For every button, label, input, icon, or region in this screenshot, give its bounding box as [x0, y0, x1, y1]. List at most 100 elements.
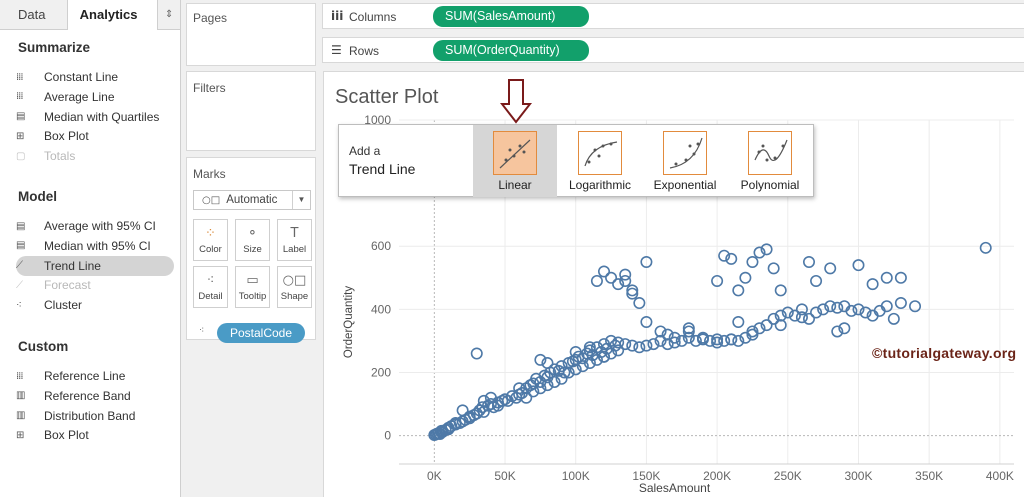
data-point: [675, 334, 688, 347]
data-point: [732, 334, 745, 347]
shape-icon: ○□: [282, 273, 307, 288]
analytics-item-constant-line[interactable]: ⁞⁞⁞ Constant Line: [16, 67, 174, 87]
pages-card-title: Pages: [193, 11, 228, 25]
data-point: [852, 303, 865, 316]
mark-color-button[interactable]: ⁘ Color: [193, 219, 228, 261]
analytics-item-cluster[interactable]: ⁖ Cluster: [16, 295, 174, 315]
x-tick-label: 250K: [774, 469, 802, 483]
mark-type-dropdown[interactable]: ○□ Automatic ▼: [193, 190, 311, 210]
section-title-model: Model: [18, 189, 57, 204]
totals-icon: ▢: [16, 150, 25, 162]
analytics-item-box-plot[interactable]: ⊞ Box Plot: [16, 126, 174, 146]
data-point: [640, 315, 653, 328]
mark-type-icon: ○□: [202, 194, 221, 206]
analytics-item-average-with-95-ci[interactable]: ▤ Average with 95% CI: [16, 216, 174, 236]
data-point: [534, 353, 547, 366]
trend-option-polynomial[interactable]: Polynomial: [728, 125, 812, 197]
data-point: [682, 322, 695, 335]
columns-shelf[interactable]: iii Columns SUM(SalesAmount): [322, 3, 1024, 29]
analytics-item-average-line[interactable]: ⁞⁞⁞ Average Line: [16, 87, 174, 107]
median-ci-icon: ▤: [16, 240, 25, 252]
filters-card[interactable]: Filters: [186, 71, 316, 151]
y-tick-label: 600: [371, 239, 391, 253]
data-point: [725, 333, 738, 346]
data-point: [619, 338, 632, 351]
data-point: [774, 309, 787, 322]
mark-tooltip-button[interactable]: ▭ Tooltip: [235, 266, 270, 308]
data-point: [760, 319, 773, 332]
data-point: [541, 357, 554, 370]
tab-scroll-arrows-icon[interactable]: ⇕: [157, 0, 180, 30]
rows-label: Rows: [349, 44, 380, 58]
data-point: [661, 328, 674, 341]
mark-label-button[interactable]: T Label: [277, 219, 312, 261]
data-point: [774, 319, 787, 332]
data-point: [788, 309, 801, 322]
mark-shape-button[interactable]: ○□ Shape: [277, 266, 312, 308]
trend-line-icon: ⟋: [16, 260, 23, 272]
data-point: [463, 410, 476, 423]
constant-line-icon: ⁞⁞⁞: [16, 71, 24, 83]
data-point: [647, 338, 660, 351]
data-point: [739, 331, 752, 344]
trend-line-popup: Add a Trend Line Linear Logarithmic Expone…: [338, 124, 814, 197]
analytics-item-label: Average Line: [44, 89, 115, 104]
analytics-item-forecast[interactable]: ⟋ Forecast: [16, 275, 174, 295]
analytics-item-label: Trend Line: [44, 258, 101, 273]
analytics-item-distribution-band[interactable]: ▥ Distribution Band: [16, 406, 174, 426]
analytics-item-median-with-quartiles[interactable]: ▤ Median with Quartiles: [16, 107, 174, 127]
rows-pill-orderquantity[interactable]: SUM(OrderQuantity): [433, 40, 589, 61]
tab-data[interactable]: Data: [0, 0, 68, 30]
tab-analytics[interactable]: Analytics: [67, 0, 158, 31]
analytics-item-trend-line[interactable]: ⟋ Trend Line: [16, 255, 174, 276]
analytics-item-label: Distribution Band: [44, 408, 136, 423]
x-tick-label: 200K: [703, 469, 731, 483]
scatter-chart[interactable]: 0K 50K 100K 150K 200K 250K 300K 350K 400K 0 200 400…: [324, 72, 1024, 497]
data-point: [520, 391, 533, 404]
trend-option-exponential[interactable]: Exponential: [643, 125, 727, 197]
data-point: [626, 287, 639, 300]
postalcode-pill[interactable]: PostalCode: [217, 323, 305, 343]
data-point: [654, 334, 667, 347]
data-point: [682, 325, 695, 338]
y-tick-label: 0: [384, 429, 391, 443]
y-tick-label: 200: [371, 365, 391, 379]
tooltip-icon: ▭: [246, 273, 259, 288]
analytics-item-label: Median with 95% CI: [44, 238, 151, 253]
data-point: [583, 341, 596, 354]
data-point: [633, 341, 646, 354]
trend-option-logarithmic[interactable]: Logarithmic: [558, 125, 642, 197]
mark-type-value: Automatic: [226, 194, 278, 206]
data-point: [824, 300, 837, 313]
data-point: [689, 334, 702, 347]
analytics-item-label: Constant Line: [44, 70, 119, 84]
average-ci-icon: ▤: [16, 220, 25, 232]
rows-shelf[interactable]: ☰ Rows SUM(OrderQuantity): [322, 37, 1024, 63]
data-point: [534, 382, 547, 395]
data-point: [470, 347, 483, 360]
analytics-item-totals[interactable]: ▢ Totals: [16, 146, 174, 166]
data-point: [477, 394, 490, 407]
data-point: [746, 256, 759, 269]
data-point: [810, 274, 823, 287]
analytics-item-label: Box Plot: [44, 428, 89, 443]
analytics-item-label: Average with 95% CI: [44, 219, 156, 233]
mark-detail-button[interactable]: ⁖ Detail: [193, 266, 228, 308]
median-quartiles-icon: ▤: [16, 111, 25, 123]
analytics-item-median-with-95-ci[interactable]: ▤ Median with 95% CI: [16, 236, 174, 256]
analytics-item-box-plot[interactable]: ⊞ Box Plot: [16, 425, 174, 445]
watermark: ©tutorialgateway.org: [872, 345, 1017, 361]
detail-icon: ⁖: [199, 326, 204, 336]
analytics-item-reference-band[interactable]: ▥ Reference Band: [16, 386, 174, 406]
data-point: [718, 249, 731, 262]
data-point: [802, 256, 815, 269]
mark-size-button[interactable]: ⚬ Size: [235, 219, 270, 261]
reference-band-icon: ▥: [16, 390, 25, 402]
analytics-item-reference-line[interactable]: ⁞⁞⁞ Reference Line: [16, 366, 174, 386]
data-point: [548, 375, 561, 388]
trend-option-linear[interactable]: Linear: [473, 125, 557, 197]
columns-pill-salesamount[interactable]: SUM(SalesAmount): [433, 6, 589, 27]
data-point: [824, 262, 837, 275]
pages-card[interactable]: Pages: [186, 3, 316, 66]
columns-icon: iii: [331, 9, 344, 23]
